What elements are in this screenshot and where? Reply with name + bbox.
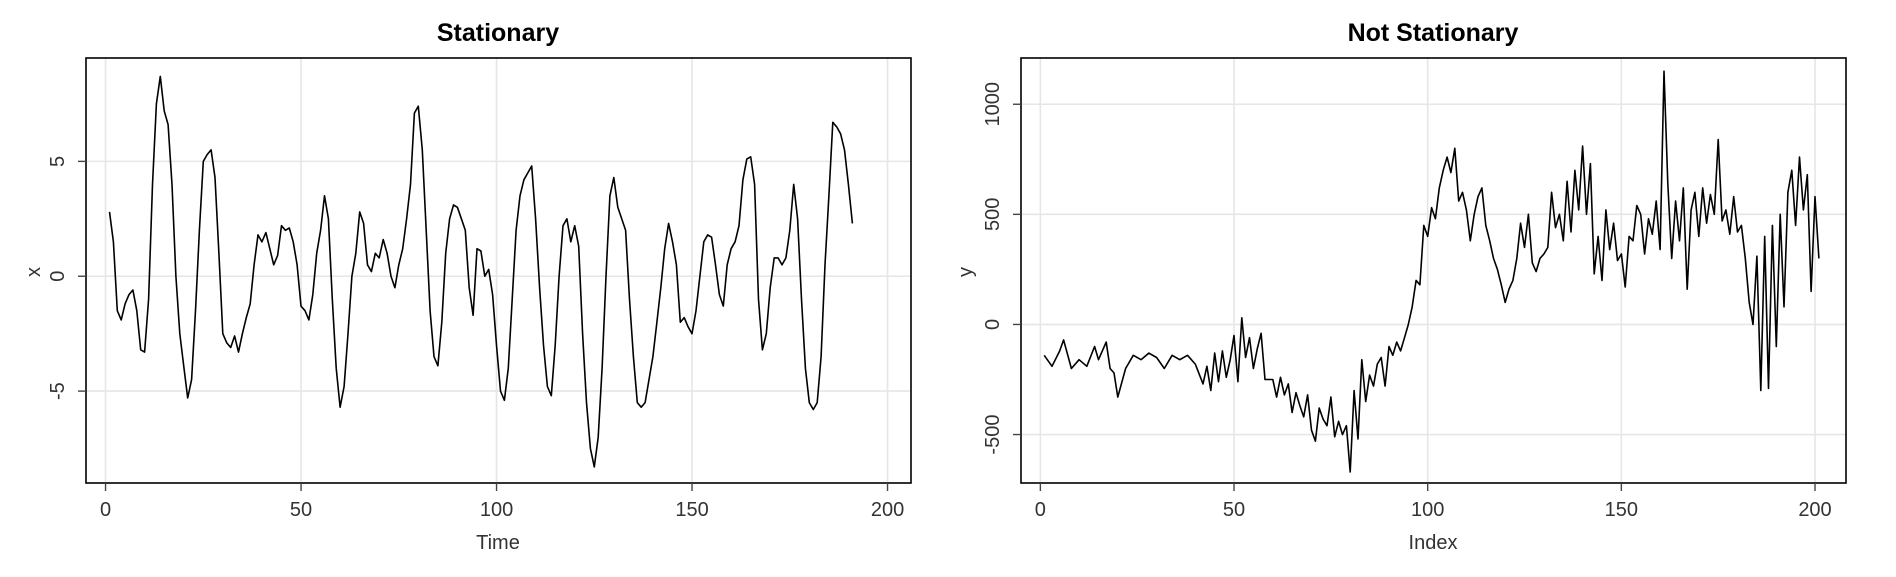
y-tick-label: -5 bbox=[47, 382, 69, 400]
x-tick-label: 100 bbox=[480, 499, 513, 521]
plot-frame bbox=[85, 57, 912, 484]
panel-stationary: Stationary 0 50 100 150 200 -5 0 5 Time x bbox=[23, 19, 912, 554]
y-axis-label: y bbox=[955, 267, 977, 277]
panel-not-stationary: Not Stationary 0 50 100 150 200 -500 0 500 1000… bbox=[955, 19, 1847, 554]
x-tick-label: 0 bbox=[100, 499, 111, 521]
gridlines bbox=[1021, 58, 1846, 483]
x-tick-label: 0 bbox=[1035, 499, 1046, 521]
y-tick-label: 1000 bbox=[982, 82, 1004, 127]
x-tick-label: 200 bbox=[871, 499, 904, 521]
y-axis-label: x bbox=[23, 267, 45, 277]
y-tick-label: -500 bbox=[982, 415, 1004, 455]
gridlines bbox=[86, 58, 911, 483]
x-tick-label: 200 bbox=[1798, 499, 1831, 521]
chart-title: Stationary bbox=[437, 19, 559, 47]
x-tick-label: 50 bbox=[290, 499, 312, 521]
y-tick-label: 5 bbox=[47, 156, 69, 167]
x-axis-label: Time bbox=[476, 532, 520, 554]
x-tick-label: 150 bbox=[675, 499, 708, 521]
y-axis-ticks: -500 0 500 1000 bbox=[982, 82, 1021, 455]
chart-title: Not Stationary bbox=[1348, 19, 1519, 47]
plot-frame bbox=[1020, 57, 1847, 484]
x-tick-label: 50 bbox=[1223, 499, 1245, 521]
y-axis-ticks: -5 0 5 bbox=[47, 156, 86, 400]
y-tick-label: 0 bbox=[47, 271, 69, 282]
y-tick-label: 500 bbox=[982, 198, 1004, 231]
x-tick-label: 150 bbox=[1605, 499, 1638, 521]
y-tick-label: 0 bbox=[982, 319, 1004, 330]
x-tick-label: 100 bbox=[1411, 499, 1444, 521]
x-axis-ticks: 0 50 100 150 200 bbox=[1035, 483, 1832, 521]
series-line bbox=[1043, 70, 1820, 473]
x-axis-ticks: 0 50 100 150 200 bbox=[100, 483, 904, 521]
x-axis-label: Index bbox=[1409, 532, 1458, 554]
series-line bbox=[108, 75, 854, 468]
